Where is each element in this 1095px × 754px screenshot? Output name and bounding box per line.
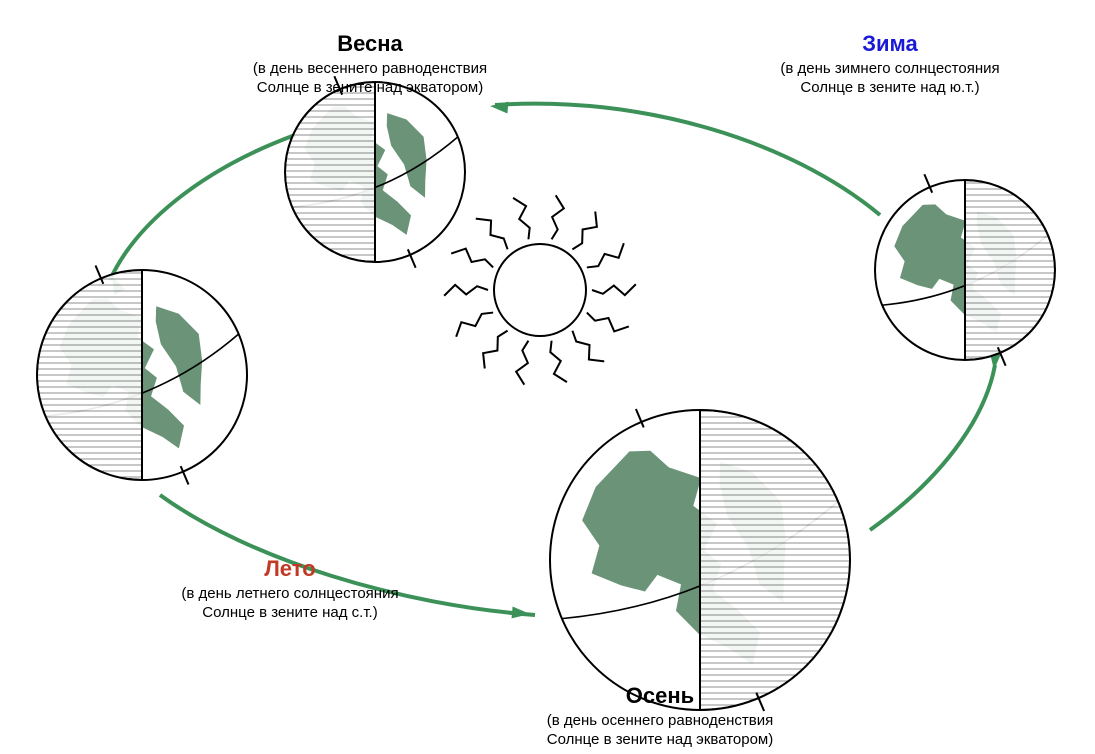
- label-autumn-sub1: (в день осеннего равноденствия: [480, 711, 840, 731]
- label-autumn-title: Осень: [480, 682, 840, 711]
- label-summer-sub1: (в день летнего солнцестояния: [130, 584, 450, 604]
- globe-winter: [850, 148, 1095, 414]
- label-autumn-sub2: Солнце в зените над экватором): [480, 730, 840, 750]
- label-winter: Зима (в день зимнего солнцестояния Солнц…: [720, 30, 1060, 98]
- label-winter-sub2: Солнце в зените над ю.т.): [720, 78, 1060, 98]
- label-summer: Лето (в день летнего солнцестояния Солнц…: [130, 555, 450, 623]
- label-spring: Весна (в день весеннего равноденствия Со…: [200, 30, 540, 98]
- label-spring-sub1: (в день весеннего равноденствия: [200, 59, 540, 79]
- sun-icon: [444, 195, 636, 384]
- seasons-diagram: Весна (в день весеннего равноденствия Со…: [0, 0, 1095, 754]
- label-summer-sub2: Солнце в зените над с.т.): [130, 603, 450, 623]
- label-winter-sub1: (в день зимнего солнцестояния: [720, 59, 1060, 79]
- label-winter-title: Зима: [720, 30, 1060, 59]
- label-spring-title: Весна: [200, 30, 540, 59]
- label-spring-sub2: Солнце в зените над экватором): [200, 78, 540, 98]
- orbit-arrows: [110, 102, 1002, 619]
- label-autumn: Осень (в день осеннего равноденствия Сол…: [480, 682, 840, 750]
- label-summer-title: Лето: [130, 555, 450, 584]
- globe-summer: [0, 207, 276, 518]
- diagram-svg: [0, 0, 1095, 754]
